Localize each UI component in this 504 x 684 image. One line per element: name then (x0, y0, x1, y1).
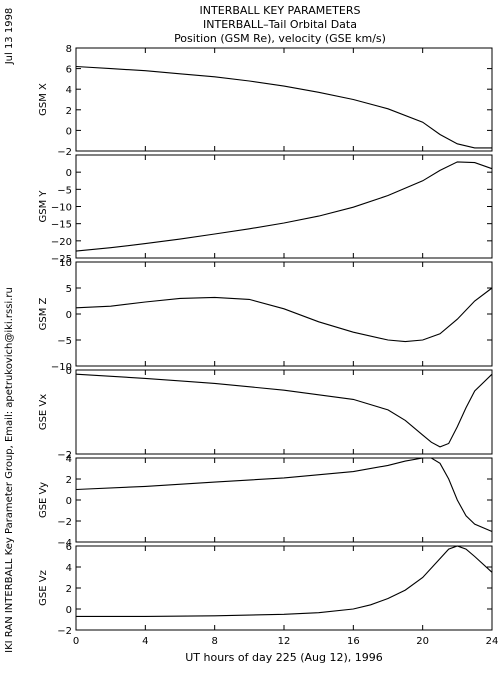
x-axis-label: UT hours of day 225 (Aug 12), 1996 (185, 651, 383, 664)
panel-3-ylabel: GSM Z (38, 297, 49, 330)
xtick-label: 4 (142, 636, 148, 647)
panel-2-ytick-label: 0 (66, 168, 72, 179)
panel-1-ylabel: GSM X (38, 83, 49, 116)
panel-2-frame (75, 154, 493, 259)
panel-5-ytick-label: −2 (57, 517, 72, 528)
panel-2-ylabel: GSM Y (38, 190, 49, 223)
xtick-label: 12 (278, 636, 291, 647)
panel-3-ytick-label: −10 (51, 362, 72, 373)
panel-1-ytick-label: −2 (57, 147, 72, 158)
panel-2-ytick-label: −20 (51, 237, 72, 248)
panel-4-ylabel: GSE Vx (38, 394, 49, 430)
panel-5-ylabel: GSE Vy (38, 482, 49, 518)
panel-6-series-line (76, 545, 493, 617)
panel-6-frame (75, 545, 493, 631)
panel-2-ytick-label: −10 (51, 203, 72, 214)
xtick-label: 20 (416, 636, 429, 647)
panel-1-ytick-label: 2 (66, 106, 72, 117)
panel-6-ytick-label: 2 (66, 584, 72, 595)
panel-5-ytick-label: 0 (66, 496, 72, 507)
panel-2-ytick-label: −25 (51, 254, 72, 265)
panel-1-series-line (75, 65, 492, 149)
panel-1-ytick-label: 4 (66, 85, 72, 96)
panel-4-ytick-label: 0 (66, 366, 72, 377)
xtick-label: 0 (73, 636, 79, 647)
panel-2-ytick-label: −15 (51, 220, 72, 231)
panel-3-ytick-label: 5 (66, 284, 72, 295)
panel-3-ytick-label: −5 (57, 336, 72, 347)
xtick-label: 24 (486, 636, 499, 647)
panel-3-frame (75, 261, 493, 367)
panel-5-ytick-label: −4 (57, 538, 72, 549)
xtick-label: 8 (211, 636, 217, 647)
panel-5-frame (75, 457, 493, 543)
title-line-1: INTERBALL KEY PARAMETERS (200, 4, 361, 17)
title-line-3: Position (GSM Re), velocity (GSE km/s) (174, 32, 386, 45)
panel-3-ytick-label: 10 (59, 258, 72, 269)
panel-3-ytick-label: 0 (66, 310, 72, 321)
title-line-2: INTERBALL–Tail Orbital Data (203, 18, 357, 31)
panel-6-ytick-label: 0 (66, 605, 72, 616)
panel-4-series-line (75, 373, 493, 448)
side-date: Jul 13 1998 (4, 8, 15, 66)
panel-2-ytick-label: −5 (57, 185, 72, 196)
panel-5-series-line (75, 457, 493, 533)
panel-2-series-line (75, 161, 493, 252)
panel-1-ytick-label: 8 (66, 44, 72, 55)
xtick-label: 16 (347, 636, 360, 647)
panel-1-frame (75, 47, 493, 152)
panel-1-ytick-label: 0 (66, 126, 72, 137)
panel-5-ytick-label: 4 (66, 454, 72, 465)
panel-6-ylabel: GSE Vz (38, 570, 49, 606)
panel-6-ytick-label: 6 (66, 542, 72, 553)
panel-1-ytick-label: 6 (66, 65, 72, 76)
panel-6-ytick-label: −2 (57, 626, 72, 637)
panel-4-ytick-label: −2 (57, 450, 72, 461)
side-credit: IKI RAN INTERBALL Key Parameter Group, E… (4, 287, 15, 653)
panel-3-series-line (75, 287, 493, 343)
panel-6-ytick-label: 4 (66, 563, 72, 574)
panel-5-ytick-label: 2 (66, 475, 72, 486)
